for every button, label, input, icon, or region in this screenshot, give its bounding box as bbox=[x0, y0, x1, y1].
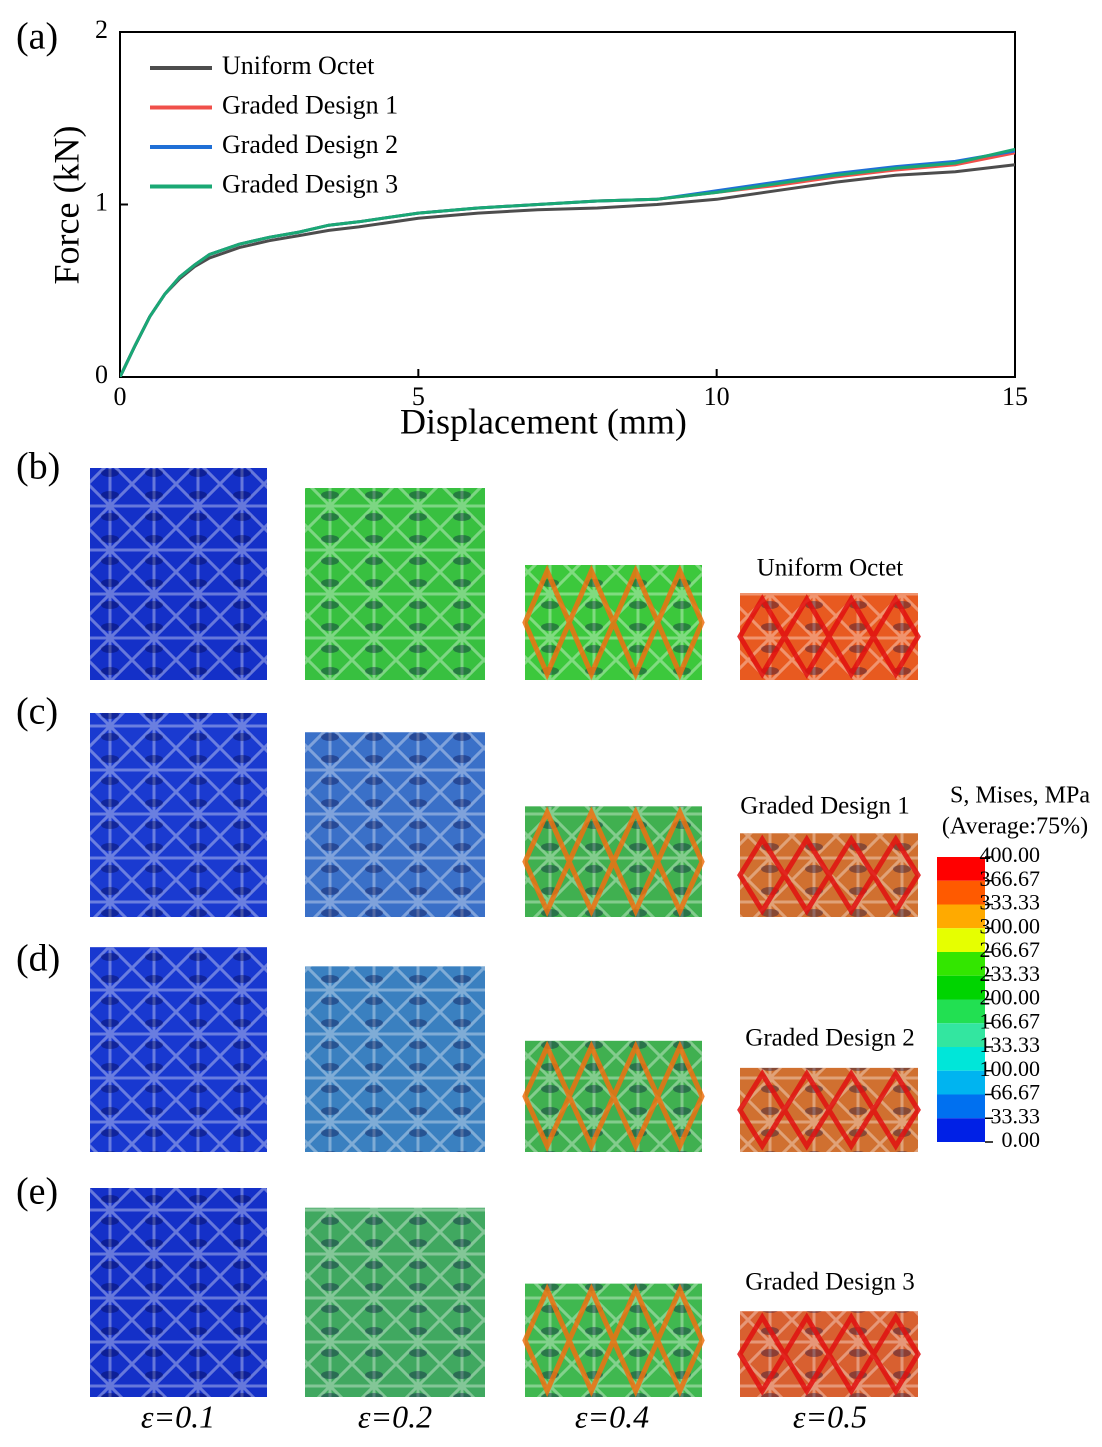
x-tick-label: 15 bbox=[1002, 382, 1028, 411]
strain-label: ε=0.5 bbox=[793, 1398, 867, 1434]
lattice-pattern bbox=[305, 966, 485, 1152]
colorbar-label: 200.00 bbox=[980, 985, 1041, 1010]
colorbar-band bbox=[937, 1047, 985, 1071]
colorbar-band bbox=[937, 999, 985, 1024]
colorbar-label: 300.00 bbox=[980, 913, 1041, 938]
colorbar-band bbox=[937, 1070, 985, 1095]
row-title: Uniform Octet bbox=[757, 555, 904, 582]
strain-label: ε=0.4 bbox=[575, 1398, 649, 1434]
panel-label: (a) bbox=[16, 16, 58, 58]
colorbar-band bbox=[937, 928, 985, 952]
strain-label: ε=0.1 bbox=[141, 1398, 215, 1434]
lattice-pattern bbox=[305, 732, 485, 917]
x-tick-label: 0 bbox=[114, 382, 127, 411]
y-axis-title: Force (kN) bbox=[46, 126, 86, 285]
lattice-pattern bbox=[305, 1207, 485, 1397]
x-tick-label: 10 bbox=[704, 382, 730, 411]
colorbar-label: 100.00 bbox=[980, 1056, 1041, 1081]
y-tick-label: 0 bbox=[95, 360, 108, 389]
lattice-stress bbox=[737, 594, 921, 679]
colorbar-band bbox=[937, 1094, 985, 1119]
lattice-pattern bbox=[90, 468, 267, 680]
row-title: Graded Design 1 bbox=[740, 793, 909, 820]
colorbar-band bbox=[937, 1118, 985, 1142]
lattice-stress bbox=[522, 564, 705, 681]
lattice-stress bbox=[522, 1283, 705, 1398]
colorbar-subtitle: (Average:75%) bbox=[942, 814, 1088, 840]
legend-label: Uniform Octet bbox=[222, 51, 375, 80]
legend-label: Graded Design 1 bbox=[222, 90, 398, 119]
colorbar-band bbox=[937, 857, 985, 881]
colorbar-label: 33.33 bbox=[991, 1103, 1041, 1128]
colorbar-label: 133.33 bbox=[980, 1032, 1041, 1057]
series-line bbox=[120, 147, 1015, 377]
colorbar-band bbox=[937, 1023, 985, 1047]
panel-label: (b) bbox=[16, 446, 60, 488]
lattice-stress bbox=[522, 1040, 705, 1153]
colorbar-band bbox=[937, 975, 985, 1000]
x-tick-label: 5 bbox=[412, 382, 425, 411]
colorbar-label: 400.00 bbox=[980, 842, 1041, 867]
lattice-stress bbox=[737, 834, 921, 916]
colorbar-label: 166.67 bbox=[980, 1008, 1041, 1033]
colorbar-label: 266.67 bbox=[980, 937, 1041, 962]
lattice-pattern bbox=[305, 488, 485, 680]
colorbar-label: 233.33 bbox=[980, 961, 1041, 986]
colorbar-band bbox=[937, 904, 985, 929]
colorbar-label: 333.33 bbox=[980, 890, 1041, 915]
panel-label: (e) bbox=[16, 1171, 58, 1213]
legend-label: Graded Design 3 bbox=[222, 169, 398, 198]
lattice-stress bbox=[522, 806, 705, 918]
y-tick-label: 2 bbox=[95, 15, 108, 44]
lattice-stress bbox=[737, 1312, 921, 1396]
plot-frame bbox=[119, 31, 1016, 378]
lattice-pattern bbox=[90, 947, 267, 1152]
row-title: Graded Design 3 bbox=[745, 1269, 914, 1296]
panel-label: (c) bbox=[16, 691, 58, 733]
lattice-pattern bbox=[90, 713, 267, 917]
strain-label: ε=0.2 bbox=[358, 1398, 432, 1434]
colorbar-label: 366.67 bbox=[980, 866, 1041, 891]
lattice-pattern bbox=[90, 1188, 267, 1397]
legend-label: Graded Design 2 bbox=[222, 130, 398, 159]
panel-label: (d) bbox=[16, 938, 60, 980]
colorbar-band bbox=[937, 880, 985, 905]
colorbar-label: 66.67 bbox=[991, 1080, 1041, 1105]
colorbar-band bbox=[937, 952, 985, 976]
lattice-stress bbox=[737, 1069, 921, 1151]
y-tick-label: 1 bbox=[95, 187, 108, 216]
colorbar-title: S, Mises, MPa bbox=[950, 783, 1090, 809]
colorbar-label: 0.00 bbox=[1002, 1127, 1041, 1152]
row-title: Graded Design 2 bbox=[745, 1025, 914, 1052]
x-axis-title: Displacement (mm) bbox=[400, 401, 687, 441]
